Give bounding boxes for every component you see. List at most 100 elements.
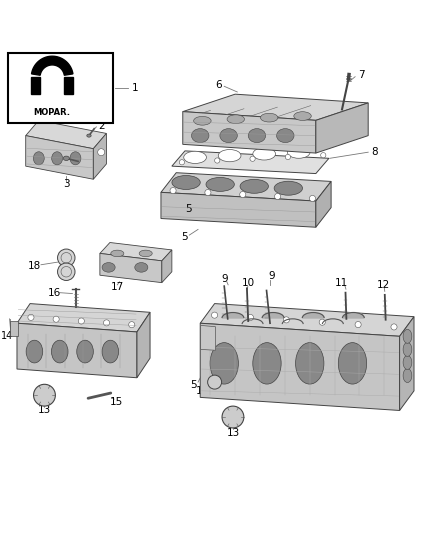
- Ellipse shape: [253, 343, 281, 384]
- Circle shape: [283, 317, 290, 323]
- Polygon shape: [161, 173, 331, 201]
- Polygon shape: [183, 94, 368, 120]
- Polygon shape: [200, 304, 414, 336]
- Ellipse shape: [191, 128, 209, 143]
- Polygon shape: [17, 323, 137, 378]
- Ellipse shape: [77, 340, 93, 363]
- Polygon shape: [172, 151, 329, 174]
- Circle shape: [57, 263, 75, 280]
- Text: 2: 2: [99, 120, 106, 131]
- Polygon shape: [32, 56, 73, 75]
- Text: 13: 13: [226, 428, 240, 438]
- Text: 10: 10: [242, 278, 255, 288]
- Text: 6: 6: [215, 80, 222, 90]
- Text: 13: 13: [38, 406, 51, 416]
- Ellipse shape: [261, 114, 278, 122]
- Ellipse shape: [102, 263, 115, 272]
- Polygon shape: [31, 77, 40, 94]
- Polygon shape: [17, 304, 150, 332]
- Ellipse shape: [403, 342, 412, 357]
- Ellipse shape: [70, 152, 81, 165]
- Text: 17: 17: [111, 282, 124, 293]
- Text: 5: 5: [389, 398, 396, 408]
- Polygon shape: [26, 120, 106, 149]
- Polygon shape: [11, 321, 18, 336]
- Polygon shape: [316, 103, 368, 153]
- Ellipse shape: [294, 112, 311, 120]
- Ellipse shape: [274, 181, 303, 195]
- Polygon shape: [201, 326, 215, 350]
- Circle shape: [319, 319, 325, 325]
- Circle shape: [212, 312, 218, 318]
- Text: 11: 11: [335, 278, 348, 288]
- Circle shape: [321, 152, 326, 158]
- Circle shape: [98, 149, 105, 156]
- Polygon shape: [222, 312, 244, 318]
- Polygon shape: [137, 312, 150, 378]
- Ellipse shape: [139, 250, 152, 257]
- Polygon shape: [26, 135, 93, 179]
- Text: MOPAR.: MOPAR.: [34, 108, 71, 117]
- Polygon shape: [100, 243, 172, 261]
- Ellipse shape: [227, 115, 244, 124]
- Circle shape: [205, 190, 211, 196]
- Circle shape: [275, 193, 281, 199]
- Ellipse shape: [253, 148, 276, 160]
- Text: 5: 5: [185, 204, 192, 214]
- Polygon shape: [100, 253, 162, 282]
- Ellipse shape: [172, 175, 200, 189]
- Circle shape: [78, 318, 85, 324]
- Polygon shape: [162, 250, 172, 282]
- Text: 9: 9: [268, 271, 275, 281]
- Ellipse shape: [218, 150, 241, 161]
- Ellipse shape: [248, 128, 266, 143]
- Circle shape: [103, 320, 110, 326]
- Text: 12: 12: [377, 280, 391, 290]
- Bar: [8, 53, 113, 123]
- Ellipse shape: [403, 356, 412, 369]
- Ellipse shape: [51, 340, 68, 363]
- Text: 5: 5: [191, 380, 197, 390]
- Circle shape: [215, 158, 220, 163]
- Polygon shape: [343, 312, 364, 318]
- Circle shape: [391, 324, 397, 330]
- Ellipse shape: [52, 152, 63, 165]
- Ellipse shape: [403, 329, 412, 343]
- Ellipse shape: [33, 152, 44, 165]
- Ellipse shape: [63, 156, 69, 160]
- Circle shape: [179, 160, 184, 165]
- Circle shape: [247, 314, 254, 320]
- Polygon shape: [200, 323, 399, 410]
- Polygon shape: [64, 77, 73, 94]
- Text: 3: 3: [63, 180, 70, 189]
- Text: 4: 4: [96, 157, 103, 167]
- Polygon shape: [161, 192, 316, 227]
- Circle shape: [355, 321, 361, 328]
- Circle shape: [222, 406, 244, 428]
- Ellipse shape: [87, 134, 91, 137]
- Text: 1: 1: [131, 84, 138, 93]
- Ellipse shape: [194, 116, 211, 125]
- Ellipse shape: [111, 250, 124, 257]
- Ellipse shape: [26, 340, 43, 363]
- Circle shape: [309, 196, 315, 201]
- Ellipse shape: [184, 151, 206, 164]
- Text: 15: 15: [110, 397, 124, 407]
- Polygon shape: [93, 133, 106, 179]
- Ellipse shape: [135, 263, 148, 272]
- Circle shape: [129, 321, 135, 328]
- Circle shape: [57, 249, 75, 266]
- Ellipse shape: [210, 343, 238, 384]
- Text: 9: 9: [221, 274, 227, 284]
- Polygon shape: [183, 111, 316, 153]
- Circle shape: [240, 191, 246, 198]
- Ellipse shape: [296, 343, 324, 384]
- Text: 5: 5: [182, 232, 188, 242]
- Circle shape: [285, 155, 290, 159]
- Ellipse shape: [403, 369, 412, 383]
- Ellipse shape: [338, 343, 367, 384]
- Text: 14: 14: [196, 386, 209, 396]
- Circle shape: [170, 188, 176, 193]
- Polygon shape: [262, 312, 284, 318]
- Text: 7: 7: [358, 70, 365, 80]
